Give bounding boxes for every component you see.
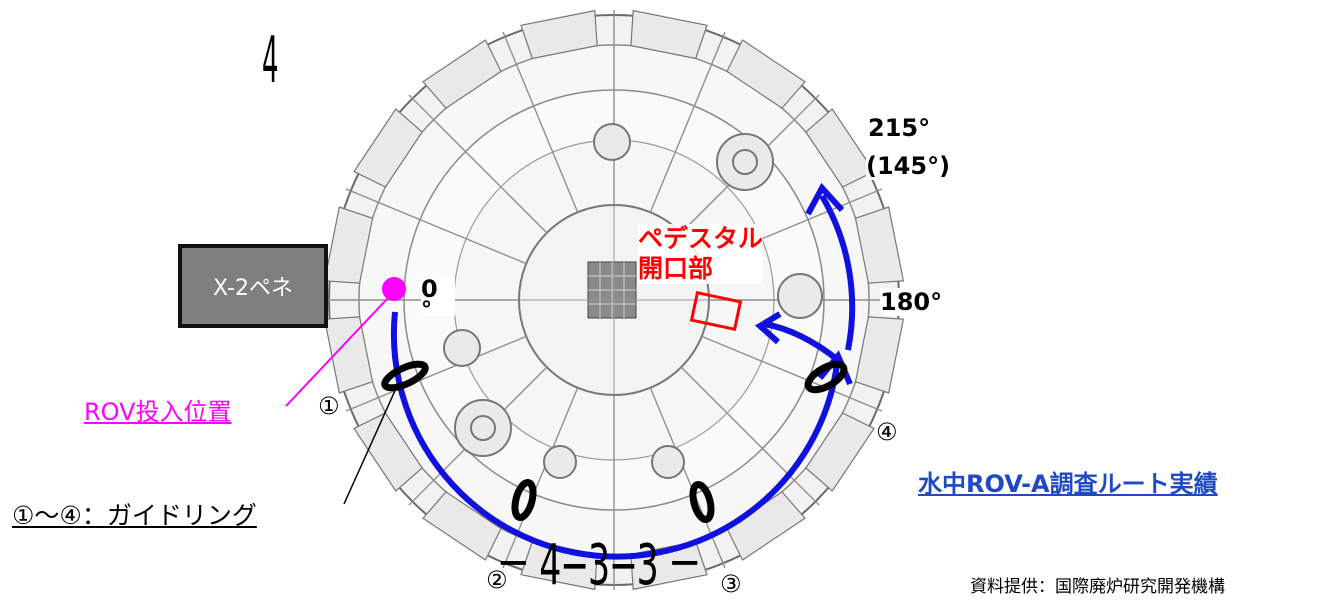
outer-panel [323, 206, 374, 284]
guide-ring-label: ①～④：ガイドリング [12, 501, 257, 530]
valve-wheels [443, 123, 823, 479]
guide-ring-3 [689, 480, 715, 524]
structural-spoke [701, 335, 883, 412]
outer-panel [422, 39, 502, 109]
pedestal-opening-marker [689, 290, 743, 332]
guide-ring-2 [511, 478, 537, 522]
pedestal-opening-label: ペデスタル 開口部 [638, 224, 764, 284]
source-credit: 資料提供：国際廃炉研究開発機構 [970, 577, 1225, 597]
outer-panel [520, 9, 598, 60]
guide-ring-4 [804, 360, 848, 394]
structural-spoke [502, 31, 579, 213]
rov-insertion-label: ROV投入位置 [84, 398, 232, 426]
structural-spoke [408, 94, 548, 234]
angle-zero-degree: ° [421, 298, 432, 323]
rov-leader-line [285, 297, 389, 407]
outer-panel [854, 206, 905, 284]
outer-panel [726, 39, 806, 109]
pedestal-label-line1: ペデスタル [638, 224, 764, 253]
guide-leader-line [343, 383, 399, 505]
structural-spoke [649, 31, 726, 213]
outer-panel [353, 412, 423, 492]
structural-spoke [345, 188, 527, 265]
structural-spoke [680, 366, 820, 506]
section-code: － 4−3−3 － [496, 533, 702, 598]
angle-180: 180° [880, 288, 943, 316]
ring-number-4: ④ [876, 418, 898, 446]
outer-panel [854, 316, 905, 394]
figure-number: 4 [262, 24, 279, 98]
x2-penetration-label: X-2ペネ [213, 276, 293, 301]
angle-zero-value: 0 [421, 275, 438, 303]
ring-number-2: ② [486, 566, 508, 594]
route-title: 水中ROV-A調査ルート実績 [918, 470, 1218, 498]
structural-spoke [345, 335, 527, 412]
outer-panel [353, 108, 423, 188]
angle-zero: 0 ° [421, 275, 455, 322]
route-arrowhead-pedestal [754, 311, 782, 345]
x2-penetration-box: X-2ペネ [178, 244, 328, 328]
ring-number-1: ① [318, 392, 340, 420]
angle-215: 215° [868, 114, 931, 142]
outer-panel [630, 9, 708, 60]
rov-route-arc [390, 311, 841, 560]
outer-panel [805, 412, 875, 492]
outer-panel [422, 491, 502, 561]
route-arc-to-215 [819, 194, 856, 351]
pedestal-core [520, 206, 708, 394]
angle-145: (145°) [866, 152, 951, 180]
route-arrowhead-215 [805, 182, 845, 216]
guide-ring-1 [381, 360, 429, 392]
structural-spoke [502, 387, 579, 569]
route-branch-to-pedestal [763, 321, 840, 363]
rov-insertion-point [382, 277, 406, 301]
ring-number-3: ③ [720, 570, 742, 598]
pedestal-label-line2: 開口部 [638, 254, 714, 283]
